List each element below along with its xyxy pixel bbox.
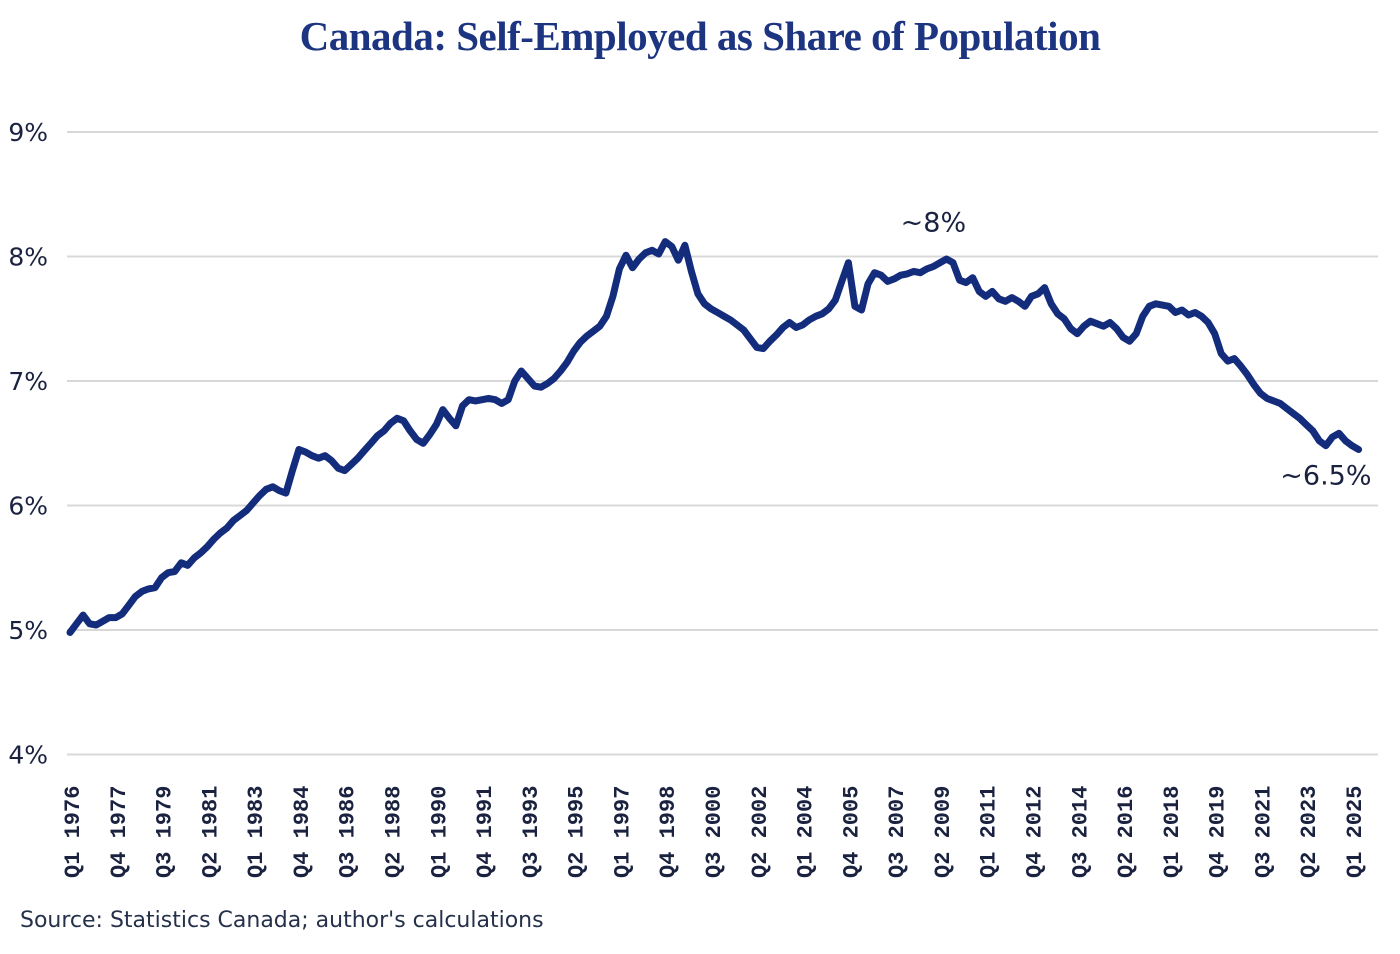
x-axis-tick-label: Q4 1984: [290, 786, 315, 878]
y-axis-tick-label: 9%: [8, 118, 48, 147]
x-axis-tick-label: Q3 1986: [336, 786, 361, 878]
x-axis-tick-label: Q3 2000: [702, 786, 727, 878]
x-axis-tick-label: Q1 1990: [427, 786, 452, 878]
x-axis-tick-label: Q2 1988: [382, 786, 407, 878]
x-axis-tick-label: Q4 2005: [839, 786, 864, 878]
x-axis-tick-label: Q3 1993: [519, 786, 544, 878]
x-axis-tick-label: Q4 2019: [1206, 786, 1231, 878]
x-axis-tick-label: Q4 1998: [656, 786, 681, 878]
x-axis-tick-label: Q1 1997: [610, 786, 635, 878]
y-axis-tick-label: 4%: [8, 741, 48, 770]
self-employed-share-line: [66, 238, 1363, 636]
y-axis-tick-label: 7%: [8, 367, 48, 396]
y-axis-tick-label: 8%: [8, 243, 48, 272]
x-axis-tick-label: Q4 1977: [107, 786, 132, 878]
chart-title: Canada: Self-Employed as Share of Popula…: [299, 13, 1101, 59]
x-axis-tick-label: Q2 2009: [931, 786, 956, 878]
x-axis-tick-label: Q2 1981: [198, 786, 223, 878]
x-axis-tick-label: Q1 2011: [977, 786, 1002, 878]
x-axis-tick-label: Q1 2025: [1343, 786, 1368, 878]
x-axis-tick-label: Q1 2018: [1160, 786, 1185, 878]
x-axis-tick-label: Q3 1979: [153, 786, 178, 878]
source-note: Source: Statistics Canada; author's calc…: [20, 908, 544, 933]
y-axis-tick-label: 6%: [8, 492, 48, 521]
x-axis-tick-label: Q2 1995: [565, 786, 590, 878]
x-axis-tick-label: Q3 2014: [1068, 786, 1093, 878]
x-axis-tick-label: Q3 2007: [885, 786, 910, 878]
x-axis-tick-label: Q2 2016: [1114, 786, 1139, 878]
y-axis-tick-label: 5%: [8, 616, 48, 645]
x-axis-tick-label: Q1 1983: [244, 786, 269, 878]
annotation-6.5: ~6.5%: [1280, 460, 1371, 491]
x-axis-tick-label: Q4 2012: [1023, 786, 1048, 878]
annotation-8: ~8%: [901, 208, 966, 239]
x-axis-tick-label: Q1 2004: [794, 786, 819, 878]
x-axis-tick-label: Q3 2021: [1252, 786, 1277, 878]
x-axis-tick-label: Q1 1976: [61, 786, 86, 878]
x-axis-tick-label: Q2 2002: [748, 786, 773, 878]
x-axis-tick-label: Q2 2023: [1297, 786, 1322, 878]
x-axis-tick-label: Q4 1991: [473, 786, 498, 878]
